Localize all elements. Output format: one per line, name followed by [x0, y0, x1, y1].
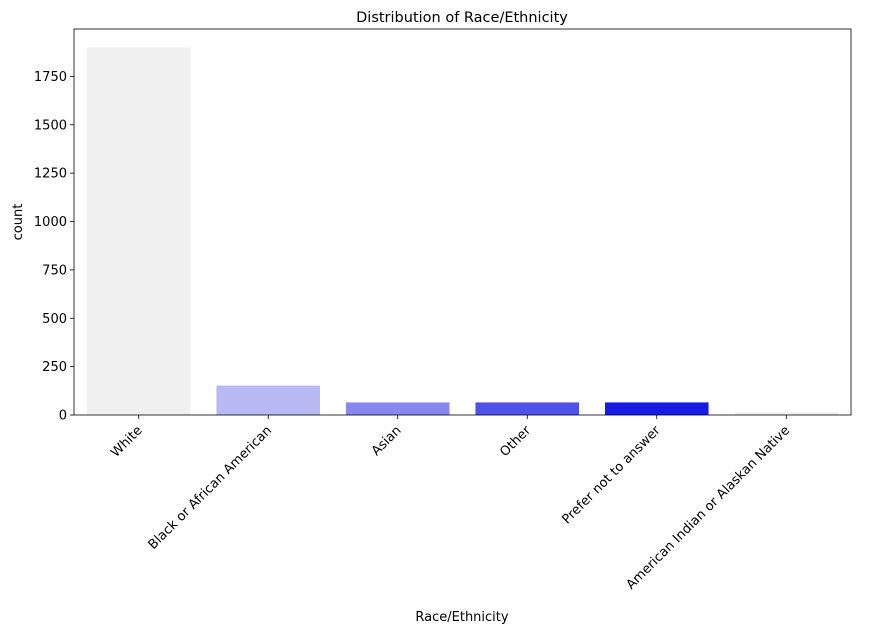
y-tick-label-5: 1250 — [34, 167, 67, 182]
y-tick-label-2: 500 — [42, 312, 67, 327]
bar-4 — [604, 402, 709, 415]
y-tick-label-1: 250 — [42, 360, 67, 375]
x-tick-label-5: American Indian or Alaskan Native — [624, 423, 793, 592]
x-tick-label-4: Prefer not to answer — [559, 423, 664, 528]
chart-title: Distribution of Race/Ethnicity — [356, 10, 568, 26]
y-tick-label-6: 1500 — [34, 118, 67, 133]
bar-1 — [216, 385, 321, 415]
x-tick-label-3: Other — [497, 423, 534, 460]
bars — [86, 47, 839, 415]
y-tick-label-7: 1750 — [34, 70, 67, 85]
y-axis-label: count — [11, 204, 26, 241]
x-tick-label-0: White — [108, 423, 145, 460]
y-tick-label-0: 0 — [59, 409, 67, 424]
plot-frame — [73, 28, 852, 416]
bar-5 — [734, 412, 839, 415]
bar-3 — [475, 402, 580, 415]
y-axis: 0 250 500 750 1000 1250 1500 1750 — [34, 70, 74, 424]
y-tick-label-3: 750 — [42, 263, 67, 278]
x-tick-label-2: Asian — [369, 423, 405, 459]
y-tick-label-4: 1000 — [34, 215, 67, 230]
bar-2 — [345, 402, 450, 415]
x-tick-label-1: Black or African American — [146, 423, 275, 552]
x-axis: White Black or African American Asian Other… — [108, 415, 793, 593]
x-axis-label: Race/Ethnicity — [415, 610, 508, 625]
bar-0 — [86, 47, 191, 415]
